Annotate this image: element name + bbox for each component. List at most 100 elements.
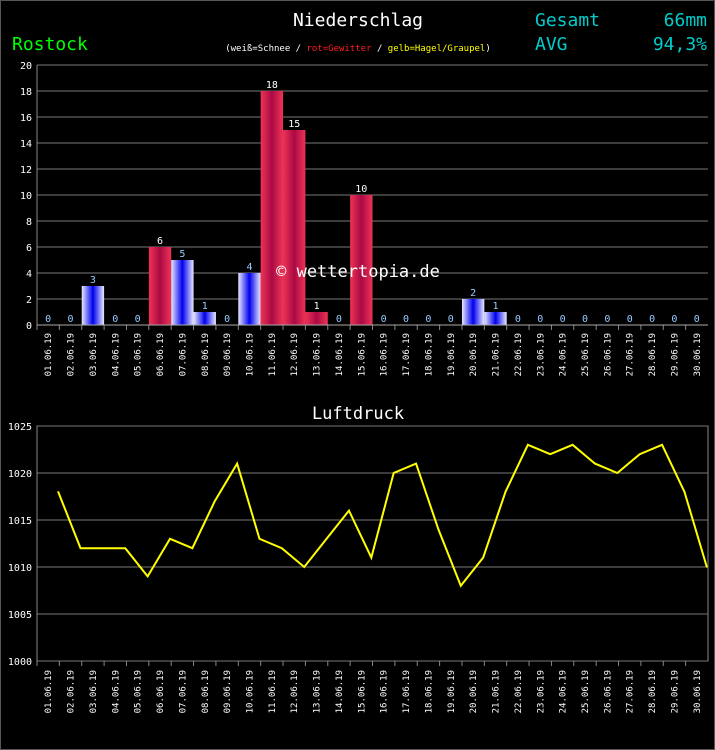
- x-tick-label: 30.06.19: [693, 333, 703, 376]
- data-point: [571, 444, 574, 446]
- bar: [260, 91, 284, 325]
- x-tick-label: 20.06.19: [469, 670, 479, 713]
- y-tick-label: 16: [20, 113, 32, 124]
- x-tick-label: 06.06.19: [156, 670, 166, 713]
- chart-title: Niederschlag: [293, 10, 423, 31]
- legend-snow: (weiß=Schnee /: [225, 44, 306, 54]
- legend-sep: /: [372, 44, 388, 54]
- x-tick-label: 26.06.19: [603, 333, 613, 376]
- bar-value-label: 0: [582, 314, 588, 325]
- x-tick-label: 17.06.19: [402, 670, 412, 713]
- data-point: [57, 491, 59, 493]
- x-tick-label: 08.06.19: [201, 333, 211, 376]
- x-tick-label: 29.06.19: [670, 333, 680, 376]
- total-value: 66mm: [664, 10, 707, 31]
- x-tick-label: 23.06.19: [536, 333, 546, 376]
- x-tick-label: 21.06.19: [492, 670, 502, 713]
- x-tick-label: 26.06.19: [603, 670, 613, 713]
- x-tick-label: 22.06.19: [514, 333, 524, 376]
- data-point: [370, 556, 373, 559]
- legend-thunder: rot=Gewitter: [307, 44, 373, 54]
- x-tick-label: 14.06.19: [335, 670, 345, 713]
- bar: [238, 273, 261, 325]
- x-tick-label: 28.06.19: [648, 670, 658, 713]
- legend-end: ): [485, 44, 490, 54]
- x-tick-label: 13.06.19: [313, 333, 323, 376]
- station-name: Rostock: [12, 34, 88, 55]
- x-tick-label: 23.06.19: [536, 670, 546, 713]
- data-point: [236, 462, 238, 465]
- pressure-line: [57, 443, 708, 588]
- bar: [484, 312, 507, 325]
- y-tick-label: 1000: [8, 657, 32, 668]
- total-label: Gesamt: [535, 10, 600, 31]
- bar: [171, 260, 194, 325]
- bar: [148, 247, 172, 325]
- x-tick-label: 07.06.19: [178, 333, 188, 376]
- y-tick-label: 4: [26, 269, 32, 280]
- bar-value-label: 0: [336, 314, 342, 325]
- x-tick-label: 18.06.19: [424, 333, 434, 376]
- x-tick-label: 07.06.19: [178, 670, 188, 713]
- x-tick-label: 12.06.19: [290, 333, 300, 376]
- bar-value-label: 0: [135, 314, 141, 325]
- y-tick-label: 12: [20, 165, 32, 176]
- y-tick-label: 20: [20, 61, 32, 72]
- x-tick-label: 16.06.19: [380, 333, 390, 376]
- plot-frame: [36, 425, 709, 662]
- bar-value-label: 0: [537, 314, 543, 325]
- bar-value-label: 0: [604, 314, 610, 325]
- x-tick-label: 25.06.19: [581, 670, 591, 713]
- bar-value-label: 0: [560, 314, 566, 325]
- bar-value-label: 4: [246, 262, 252, 273]
- x-tick-label: 02.06.19: [67, 333, 77, 376]
- x-tick-label: 06.06.19: [156, 333, 166, 376]
- x-tick-label: 12.06.19: [290, 670, 300, 713]
- data-point: [459, 585, 462, 587]
- data-point: [415, 462, 417, 465]
- x-tick-label: 19.06.19: [447, 333, 457, 376]
- y-tick-label: 1020: [8, 469, 32, 480]
- bar-value-label: 10: [355, 184, 367, 195]
- bar: [461, 299, 485, 325]
- pressure-chart: 1000 1005 1010 1015 1020 1025 01.06.19 02.06.19…: [8, 422, 709, 713]
- bar-value-label: 2: [470, 288, 476, 299]
- data-point: [325, 538, 328, 540]
- data-point: [392, 472, 395, 474]
- bar-value-label: 0: [403, 314, 409, 325]
- x-tick-label: 08.06.19: [201, 670, 211, 713]
- y-tick-label: 18: [20, 87, 32, 98]
- x-tick-label: 27.06.19: [626, 670, 636, 713]
- x-tick-label: 03.06.19: [89, 670, 99, 713]
- bar-value-label: 1: [202, 301, 208, 312]
- bar-value-label: 15: [288, 119, 300, 130]
- data-point: [146, 575, 149, 578]
- data-point: [482, 556, 484, 559]
- data-point: [549, 453, 552, 456]
- watermark: © wettertopia.de: [276, 262, 440, 282]
- x-tick-label: 29.06.19: [670, 670, 680, 713]
- y-tick-label: 2: [26, 295, 32, 306]
- bar-value-label: 0: [112, 314, 118, 325]
- data-point: [594, 462, 596, 465]
- bar-value-label: 1: [314, 301, 320, 312]
- bar-value-label: 0: [649, 314, 655, 325]
- bar-value-label: 0: [671, 314, 677, 325]
- data-point: [661, 444, 663, 446]
- bar: [283, 130, 306, 325]
- data-point: [79, 547, 82, 549]
- y-tick-label: 14: [20, 139, 32, 150]
- x-tick-label: 13.06.19: [313, 670, 323, 713]
- data-point: [616, 472, 619, 474]
- pressure-title: Luftdruck: [312, 404, 404, 424]
- y-tick-label: 6: [26, 243, 32, 254]
- x-tick-label: 01.06.19: [44, 670, 54, 713]
- x-tick-label: 09.06.19: [223, 333, 233, 376]
- x-tick-label: 05.06.19: [134, 333, 144, 376]
- x-tick-label: 27.06.19: [626, 333, 636, 376]
- bar-value-label: 3: [90, 275, 96, 286]
- bar-value-label: 0: [627, 314, 633, 325]
- data-point: [348, 509, 350, 512]
